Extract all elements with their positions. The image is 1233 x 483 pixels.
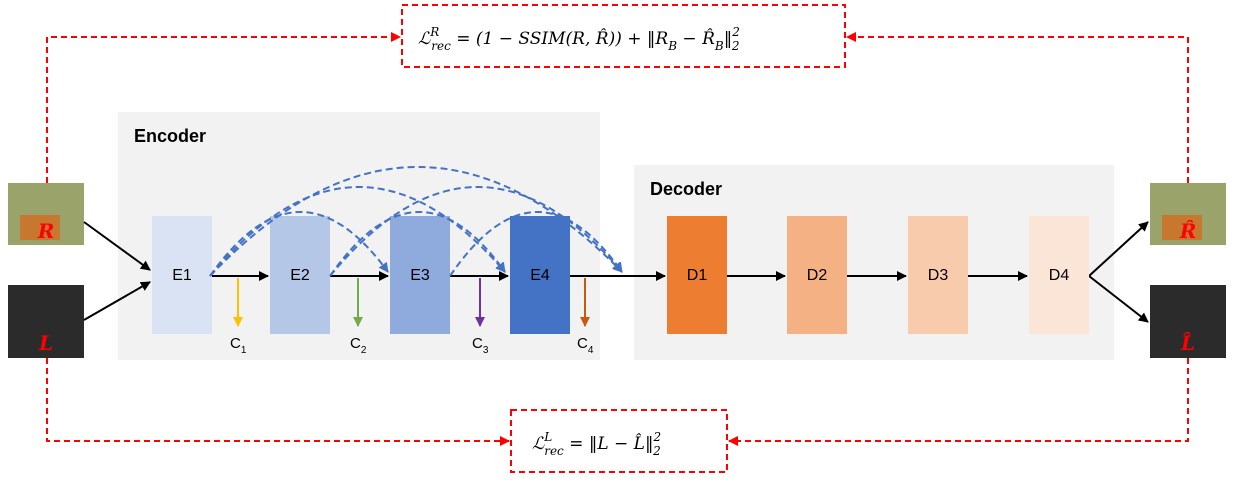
page: Encoder Decoder ℒRrec = (1 − SSIM(R, R̂)… [0,0,1233,483]
feature-index: 1 [241,345,247,356]
formula-part: B [714,39,724,53]
block-label: D1 [687,267,708,284]
block-label: D3 [928,267,949,284]
encoder-title: Encoder [134,126,206,146]
formula-part: 2 [652,444,661,458]
input-l-label: L [38,331,53,355]
feature-index: 2 [361,345,367,356]
feature-index: 4 [588,345,594,356]
block-label: E1 [172,267,192,284]
block-label: E3 [410,267,430,284]
feature-letter: C [472,335,483,352]
formula-part: 2 [731,39,740,53]
block-label: E2 [290,267,310,284]
formula-part: B [667,39,677,53]
formula-part: R [429,25,439,39]
formula-part: − R̂ [677,29,715,49]
block-label: D2 [807,267,828,284]
input-r-label: R [37,219,55,243]
formula-part: L [543,430,552,444]
formula-part: 2 [731,25,740,39]
formula-part: ℒ [532,434,545,454]
loop-line [729,358,1188,441]
formula-part: rec [544,444,564,458]
formula-part: = ‖L − L̂‖ [564,434,654,454]
loop-line [47,358,509,441]
feature-letter: C [577,335,588,352]
formula-part: = (1 − SSIM(R, R̂)) + ‖R [451,29,669,49]
output-l-label: L̂ [1180,331,1195,355]
block-label: D4 [1049,267,1070,284]
feature-index: 3 [483,345,489,356]
formula-part: rec [431,39,451,53]
decoder-title: Decoder [650,179,722,199]
formula-part: ℒ [418,29,431,49]
feature-letter: C [350,335,361,352]
formula-part: 2 [652,430,661,444]
loop-line [847,37,1188,183]
block-label: E4 [530,267,550,284]
output-r-label: R̂ [1179,219,1197,243]
diagram: Encoder Decoder ℒRrec = (1 − SSIM(R, R̂)… [0,0,1233,483]
feature-letter: C [230,335,241,352]
